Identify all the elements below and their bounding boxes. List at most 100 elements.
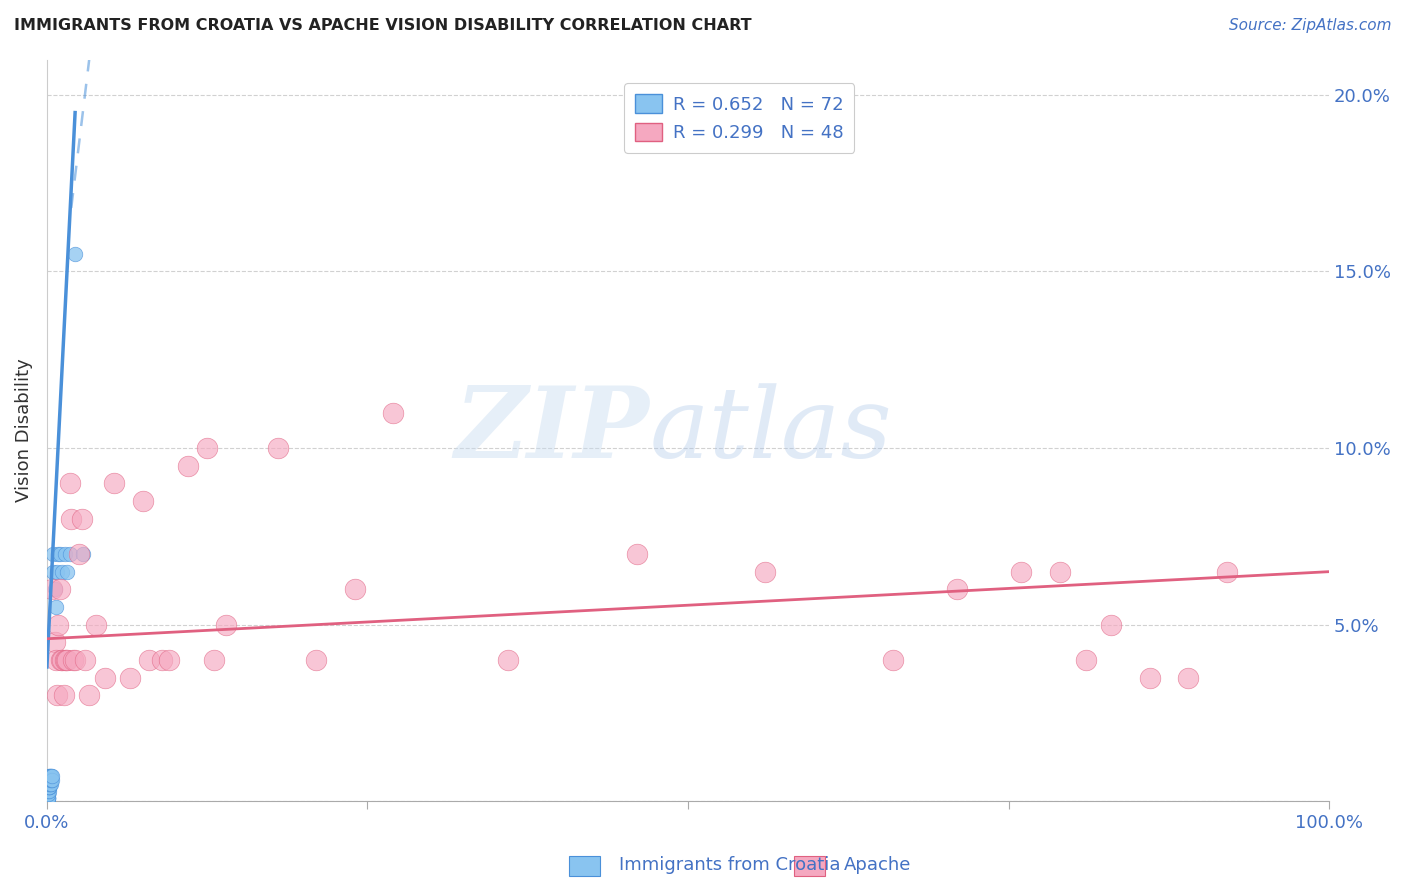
Point bbox=[42, 565, 65, 579]
Point bbox=[38, 776, 60, 790]
Point bbox=[202, 653, 225, 667]
Point bbox=[157, 653, 180, 667]
Point bbox=[70, 511, 93, 525]
Point bbox=[37, 787, 59, 801]
Point bbox=[1049, 565, 1071, 579]
Point bbox=[37, 780, 59, 794]
Point bbox=[38, 783, 60, 797]
Point bbox=[39, 776, 62, 790]
Point bbox=[59, 547, 82, 561]
Point bbox=[55, 653, 77, 667]
Point bbox=[37, 776, 59, 790]
Point bbox=[37, 776, 59, 790]
Point bbox=[37, 783, 59, 797]
Point bbox=[44, 582, 66, 597]
Point bbox=[48, 547, 70, 561]
Point bbox=[37, 783, 59, 797]
Point bbox=[41, 769, 63, 783]
Text: IMMIGRANTS FROM CROATIA VS APACHE VISION DISABILITY CORRELATION CHART: IMMIGRANTS FROM CROATIA VS APACHE VISION… bbox=[14, 18, 752, 33]
Point bbox=[41, 582, 63, 597]
Point bbox=[1177, 671, 1199, 685]
Point bbox=[53, 653, 76, 667]
Point bbox=[39, 772, 62, 787]
Point bbox=[1139, 671, 1161, 685]
Point bbox=[120, 671, 142, 685]
Text: Apache: Apache bbox=[844, 856, 911, 874]
Point bbox=[38, 772, 60, 787]
Point bbox=[1215, 565, 1237, 579]
Point bbox=[39, 769, 62, 783]
Point bbox=[138, 653, 160, 667]
Point bbox=[39, 769, 62, 783]
Point bbox=[38, 776, 60, 790]
Point bbox=[305, 653, 328, 667]
Point bbox=[38, 780, 60, 794]
Point bbox=[51, 653, 73, 667]
Point bbox=[1074, 653, 1097, 667]
Point bbox=[38, 776, 60, 790]
Point bbox=[51, 565, 73, 579]
Point bbox=[38, 776, 60, 790]
Point bbox=[37, 790, 59, 805]
Point bbox=[38, 780, 60, 794]
Point bbox=[37, 780, 59, 794]
Point bbox=[150, 653, 173, 667]
Point bbox=[63, 247, 86, 261]
Point bbox=[56, 653, 79, 667]
Point bbox=[177, 458, 200, 473]
Point bbox=[75, 653, 97, 667]
Point bbox=[38, 776, 60, 790]
Point bbox=[1010, 565, 1032, 579]
Point bbox=[38, 772, 60, 787]
Point bbox=[93, 671, 115, 685]
Point bbox=[39, 776, 62, 790]
Point bbox=[946, 582, 969, 597]
Point bbox=[37, 787, 59, 801]
Point bbox=[382, 406, 405, 420]
Point bbox=[37, 790, 59, 805]
Point bbox=[37, 787, 59, 801]
Point bbox=[48, 582, 70, 597]
Point bbox=[49, 653, 72, 667]
Point bbox=[38, 772, 60, 787]
Point bbox=[267, 441, 290, 455]
Point bbox=[41, 769, 63, 783]
Point bbox=[39, 772, 62, 787]
Point bbox=[67, 547, 90, 561]
Point bbox=[37, 790, 59, 805]
Point bbox=[37, 776, 59, 790]
Point bbox=[52, 688, 75, 702]
Point bbox=[48, 617, 70, 632]
Point bbox=[38, 772, 60, 787]
Point bbox=[38, 780, 60, 794]
Point bbox=[37, 790, 59, 805]
Point bbox=[38, 772, 60, 787]
Point bbox=[84, 617, 107, 632]
Point bbox=[38, 780, 60, 794]
Point bbox=[754, 565, 776, 579]
Point bbox=[37, 783, 59, 797]
Point bbox=[41, 772, 63, 787]
Y-axis label: Vision Disability: Vision Disability bbox=[15, 359, 32, 502]
Point bbox=[882, 653, 904, 667]
Point bbox=[37, 780, 59, 794]
Point bbox=[37, 783, 59, 797]
Point bbox=[46, 565, 69, 579]
Point bbox=[37, 787, 59, 801]
Point bbox=[37, 790, 59, 805]
Text: atlas: atlas bbox=[650, 383, 893, 478]
Text: Source: ZipAtlas.com: Source: ZipAtlas.com bbox=[1229, 18, 1392, 33]
Text: ZIP: ZIP bbox=[454, 382, 650, 479]
Point bbox=[72, 547, 94, 561]
Point bbox=[103, 476, 125, 491]
Point bbox=[39, 772, 62, 787]
Point bbox=[37, 783, 59, 797]
Point bbox=[343, 582, 366, 597]
Point bbox=[62, 653, 84, 667]
Point bbox=[38, 769, 60, 783]
Point bbox=[1099, 617, 1122, 632]
Point bbox=[38, 776, 60, 790]
Point bbox=[37, 787, 59, 801]
Legend: R = 0.652   N = 72, R = 0.299   N = 48: R = 0.652 N = 72, R = 0.299 N = 48 bbox=[624, 84, 855, 153]
Point bbox=[39, 772, 62, 787]
